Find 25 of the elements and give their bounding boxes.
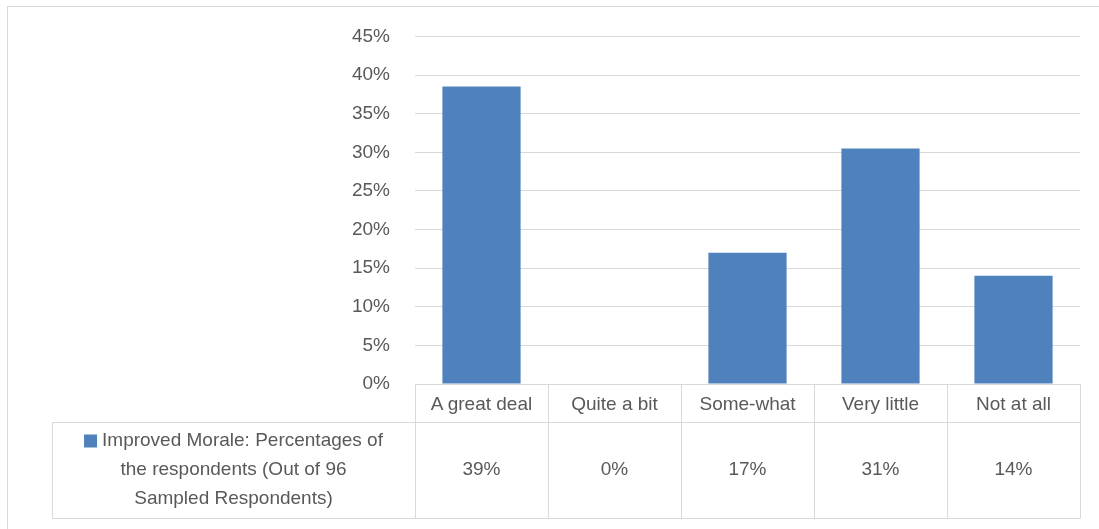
bar: [841, 148, 920, 384]
data-label: 0%: [600, 458, 629, 480]
y-tick-label: 45%: [351, 24, 391, 46]
legend-label: Improved Morale: Percentages of the respondents (Out of 96 Sampled Respondents): [102, 429, 384, 509]
data-label: 31%: [861, 458, 900, 480]
y-tick-label: 30%: [351, 140, 391, 162]
bar: [708, 252, 787, 384]
y-tick-label: 0%: [362, 372, 391, 394]
y-tick-label: 20%: [351, 217, 391, 239]
bar: [974, 275, 1053, 384]
x-tick-label: Some-what: [699, 392, 797, 414]
y-tick-label: 5%: [362, 333, 391, 355]
y-tick-label: 40%: [351, 63, 391, 85]
x-tick-label: Not at all: [976, 392, 1051, 414]
y-tick-label: 10%: [351, 294, 391, 316]
x-tick-label: Quite a bit: [571, 392, 659, 414]
y-tick-label: 35%: [351, 101, 391, 123]
y-tick-label: 15%: [351, 256, 391, 278]
x-tick-label: A great deal: [430, 392, 533, 414]
y-tick-label: 25%: [351, 179, 391, 201]
data-label: 39%: [462, 458, 501, 480]
data-label: 14%: [994, 458, 1033, 480]
x-tick-label: Very little: [841, 392, 920, 414]
bar: [442, 86, 521, 384]
data-label: 17%: [728, 458, 767, 480]
